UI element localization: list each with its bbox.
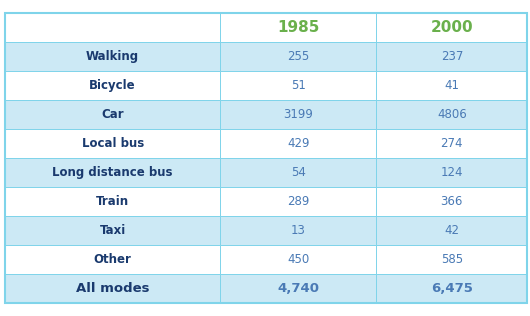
Text: 6,475: 6,475 [431,282,473,295]
Bar [220,274,376,303]
Bar [5,158,220,187]
Text: Walking: Walking [86,50,139,63]
Bar [220,100,376,129]
Text: 42: 42 [444,224,460,237]
Bar [376,216,527,245]
Text: Taxi: Taxi [100,224,126,237]
Bar [5,71,220,100]
Text: Local bus: Local bus [82,137,144,150]
Text: 4,740: 4,740 [277,282,319,295]
Text: Bicycle: Bicycle [90,79,136,92]
Text: 429: 429 [287,137,310,150]
Text: 274: 274 [440,137,463,150]
Bar [376,245,527,274]
Bar [376,71,527,100]
Bar [220,216,376,245]
Bar [5,274,220,303]
Bar [5,129,220,158]
Bar [220,245,376,274]
Bar [5,100,220,129]
Text: 4806: 4806 [437,108,467,121]
Text: 41: 41 [444,79,460,92]
Bar [376,100,527,129]
Bar [220,129,376,158]
Text: Car: Car [101,108,124,121]
Text: 289: 289 [287,195,310,208]
Text: Other: Other [94,253,131,266]
Text: Train: Train [96,195,129,208]
Text: 124: 124 [440,166,463,179]
Text: 255: 255 [287,50,309,63]
Bar [376,129,527,158]
Bar [376,13,527,42]
Text: 54: 54 [290,166,306,179]
Text: 366: 366 [440,195,463,208]
Text: 450: 450 [287,253,309,266]
Text: Long distance bus: Long distance bus [52,166,173,179]
Bar [5,13,220,42]
Text: All modes: All modes [76,282,149,295]
Bar [220,42,376,71]
Bar [376,274,527,303]
Bar [376,187,527,216]
Bar [220,13,376,42]
Bar [220,71,376,100]
Text: 2000: 2000 [430,20,473,35]
Text: 585: 585 [441,253,463,266]
Text: 237: 237 [440,50,463,63]
Bar [5,187,220,216]
Bar [376,42,527,71]
Text: 51: 51 [290,79,306,92]
Bar [220,187,376,216]
Bar [220,158,376,187]
Bar [376,158,527,187]
Bar [5,42,220,71]
Text: 13: 13 [290,224,306,237]
Text: 3199: 3199 [283,108,313,121]
Text: 1985: 1985 [277,20,319,35]
Bar [5,245,220,274]
Bar [5,216,220,245]
